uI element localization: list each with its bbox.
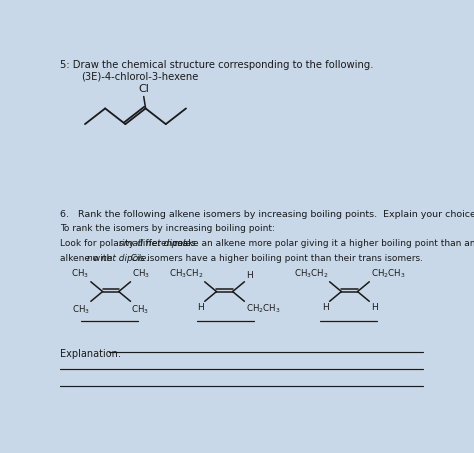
Text: H: H <box>371 303 377 312</box>
Text: Look for polarity differences:: Look for polarity differences: <box>60 239 193 248</box>
Text: no net dipole.: no net dipole. <box>87 254 149 263</box>
Text: H: H <box>246 271 253 280</box>
Text: small net dipoles: small net dipoles <box>119 239 195 248</box>
Text: $\mathregular{CH_3}$: $\mathregular{CH_3}$ <box>132 268 150 280</box>
Text: H: H <box>197 303 204 312</box>
Text: 5: Draw the chemical structure corresponding to the following.: 5: Draw the chemical structure correspon… <box>60 60 374 70</box>
Text: Explanation:: Explanation: <box>60 349 121 359</box>
Text: $\mathregular{CH_2CH_3}$: $\mathregular{CH_2CH_3}$ <box>246 303 281 315</box>
Text: Cis isomers have a higher boiling point than their trans isomers.: Cis isomers have a higher boiling point … <box>125 254 423 263</box>
Text: $\mathregular{CH_3}$: $\mathregular{CH_3}$ <box>131 303 149 316</box>
Text: To rank the isomers by increasing boiling point:: To rank the isomers by increasing boilin… <box>60 224 275 233</box>
Text: Cl: Cl <box>138 84 149 94</box>
Text: $\mathregular{CH_2CH_3}$: $\mathregular{CH_2CH_3}$ <box>371 268 405 280</box>
Text: $\mathregular{CH_3}$: $\mathregular{CH_3}$ <box>72 303 90 316</box>
Text: alkene with: alkene with <box>60 254 115 263</box>
Text: 6.   Rank the following alkene isomers by increasing boiling points.  Explain yo: 6. Rank the following alkene isomers by … <box>60 210 474 219</box>
Text: $\mathregular{CH_3CH_2}$: $\mathregular{CH_3CH_2}$ <box>293 268 328 280</box>
Text: make an alkene more polar giving it a higher boiling point than an: make an alkene more polar giving it a hi… <box>171 239 474 248</box>
Text: $\mathregular{CH_3CH_2}$: $\mathregular{CH_3CH_2}$ <box>169 268 203 280</box>
Text: (3E)-4-chlorol-3-hexene: (3E)-4-chlorol-3-hexene <box>82 72 199 82</box>
Text: $\mathregular{CH_3}$: $\mathregular{CH_3}$ <box>71 268 89 280</box>
Text: H: H <box>322 303 329 312</box>
